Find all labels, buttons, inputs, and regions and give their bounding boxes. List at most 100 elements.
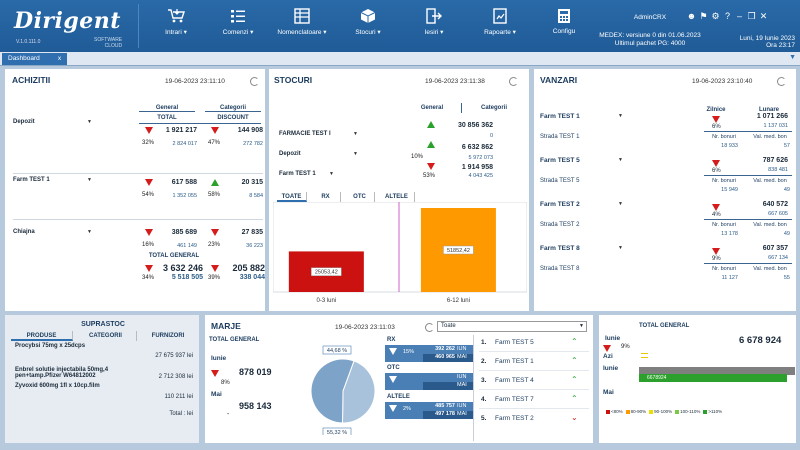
chevron-up-icon: ⌃ <box>571 356 578 365</box>
close-tab-icon[interactable]: x <box>57 55 62 62</box>
marje-pie-chart: 44,68 % 55,32 % <box>310 345 376 435</box>
divider <box>704 263 792 264</box>
lunar-sub-value: 667 134 <box>768 255 788 261</box>
divider <box>479 351 589 352</box>
tab-categorii[interactable]: CATEGORII <box>75 331 137 341</box>
exit-icon <box>426 8 442 24</box>
val-med: 57 <box>783 143 790 149</box>
percent: 53% <box>423 173 436 179</box>
chart-tab-toate[interactable]: TOATE <box>277 192 307 202</box>
nr-bonuri: 13 178 <box>721 231 738 237</box>
chevron-down-icon: ▼ <box>579 323 584 329</box>
dropdown-arrow-icon[interactable]: ▼ <box>618 201 623 207</box>
dropdown-arrow-icon[interactable]: ▼ <box>329 171 334 177</box>
col-categorii: Categorii <box>480 105 507 111</box>
suprastoc-panel: SUPRASTOC PRODUSE CATEGORII FURNIZORI Pr… <box>4 314 200 444</box>
sub-discount: DISCOUNT <box>217 115 249 121</box>
nav-comenzi[interactable]: Comenzi ▾ <box>208 8 268 48</box>
flag-icon[interactable]: ⚑ <box>699 11 708 21</box>
iunie-label: Iunie <box>605 335 621 342</box>
dropdown-arrow-icon[interactable]: ▼ <box>353 151 358 157</box>
value: 6 632 862 <box>461 144 493 151</box>
mai-label: MAI <box>457 411 467 417</box>
iunie-value: 6 678 924 <box>739 335 782 346</box>
close-icon[interactable]: ✕ <box>759 11 768 21</box>
nav-rapoarte[interactable]: Rapoarte ▾ <box>470 8 530 48</box>
trend-down-icon <box>712 248 720 255</box>
trend-down-icon <box>145 229 153 236</box>
trend-down-icon <box>145 265 153 272</box>
iun-label: IUN <box>457 374 467 380</box>
sub-value: 4 043 425 <box>468 173 493 179</box>
trend-down-icon <box>389 376 397 383</box>
chevron-up-icon: ⌃ <box>571 375 578 384</box>
achizitii-panel: ACHIZITII 19-06-2023 23:11:10 General Ca… <box>4 68 266 312</box>
user-info: AdminCRX MEDEX: versiune 0 din 01.06.202… <box>590 14 710 48</box>
value: 30 856 362 <box>457 122 493 129</box>
row-name: Farm TEST 8 <box>540 245 580 252</box>
vanzari-date: 19-06-2023 23:10:40 <box>692 78 753 85</box>
nav-nomenclatoare[interactable]: Nomenclatoare ▾ <box>272 8 332 48</box>
current-date: Luni, 19 Iunie 2023 <box>739 35 795 42</box>
total-percent-2: 39% <box>208 275 221 281</box>
chart-tab-rx[interactable]: RX <box>311 192 341 202</box>
maximize-icon[interactable]: ❐ <box>747 11 756 21</box>
value-2: 144 908 <box>237 127 263 134</box>
dropdown-arrow-icon[interactable]: ▼ <box>618 157 623 163</box>
trend-down-icon <box>427 163 435 170</box>
iunie-value: 878 019 <box>239 367 272 377</box>
data-label-box <box>311 267 342 276</box>
refresh-icon[interactable] <box>250 77 259 86</box>
top-navigation-bar: Dirigent V.1.0.111.0 SOFTWARE CLOUD Intra… <box>0 0 800 52</box>
total-sub-value-2: 338 044 <box>239 274 265 281</box>
iunie-label: Iunie <box>211 355 227 362</box>
total-general-title: TOTAL GENERAL <box>639 323 690 329</box>
trend-down-icon <box>211 127 219 134</box>
divider <box>479 408 589 409</box>
chart-tab-altele[interactable]: ALTELE <box>379 192 415 202</box>
mai-label: MAI <box>457 382 467 388</box>
mai-bar <box>423 411 473 419</box>
nav-iesiri[interactable]: Iesiri ▾ <box>404 8 464 48</box>
product-value: 27 675 937 lei <box>155 353 193 359</box>
dropdown-arrow-icon[interactable]: ▼ <box>87 119 92 125</box>
mai-value: 460 965 <box>435 354 455 360</box>
dropdown-arrow-icon[interactable]: ▼ <box>87 229 92 235</box>
nr-bonuri: 18 933 <box>721 143 738 149</box>
rank-name: Farm TEST 4 <box>495 377 534 384</box>
nr-bonuri: 15 949 <box>721 187 738 193</box>
refresh-icon[interactable] <box>777 77 786 86</box>
row-name: Chiajna <box>13 229 35 235</box>
tab-furnizori[interactable]: FURNIZORI <box>151 333 185 339</box>
lunar-sub-value: 667 605 <box>768 211 788 217</box>
user-icon[interactable]: ☻ <box>686 11 697 21</box>
value-2: 20 315 <box>241 179 263 186</box>
dropdown-arrow-icon[interactable]: ▼ <box>618 245 623 251</box>
chevron-down-icon[interactable]: ▼ <box>789 54 796 61</box>
nav-stocuri[interactable]: Stocuri ▾ <box>338 8 398 48</box>
rank-number: 3. <box>481 377 487 384</box>
total-general-panel: TOTAL GENERAL Iunie 9% 6 678 924 Azi Iun… <box>598 314 797 444</box>
mai-label: Mai <box>211 391 222 398</box>
help-icon[interactable]: ? <box>724 11 730 21</box>
sub-value-2: 36 223 <box>246 243 263 249</box>
minimize-icon[interactable]: – <box>736 11 742 21</box>
nr-bonuri-label: Nr. bonuri <box>712 222 736 228</box>
refresh-icon[interactable] <box>509 77 518 86</box>
divider <box>461 103 462 113</box>
dropdown-arrow-icon[interactable]: ▼ <box>87 177 92 183</box>
total-general-label: TOTAL GENERAL <box>148 253 200 259</box>
row-name: Depozit <box>279 151 301 157</box>
refresh-icon[interactable] <box>425 323 434 332</box>
tab-dashboard[interactable]: Dashboard x <box>2 53 68 65</box>
filter-select[interactable]: Toate ▼ <box>437 321 587 332</box>
gear-icon[interactable]: ⚙ <box>711 11 720 21</box>
tab-produse[interactable]: PRODUSE <box>11 331 73 341</box>
chart-tab-otc[interactable]: OTC <box>345 192 375 202</box>
dropdown-arrow-icon[interactable]: ▼ <box>618 113 623 119</box>
value: 1 921 217 <box>165 127 197 134</box>
dropdown-arrow-icon[interactable]: ▼ <box>353 131 358 137</box>
nav-configurare[interactable]: Configu <box>534 8 594 48</box>
nav-intrari[interactable]: Intrari ▾ <box>146 8 206 48</box>
product-name: Procybsi 75mg x 25dcps <box>15 343 86 349</box>
